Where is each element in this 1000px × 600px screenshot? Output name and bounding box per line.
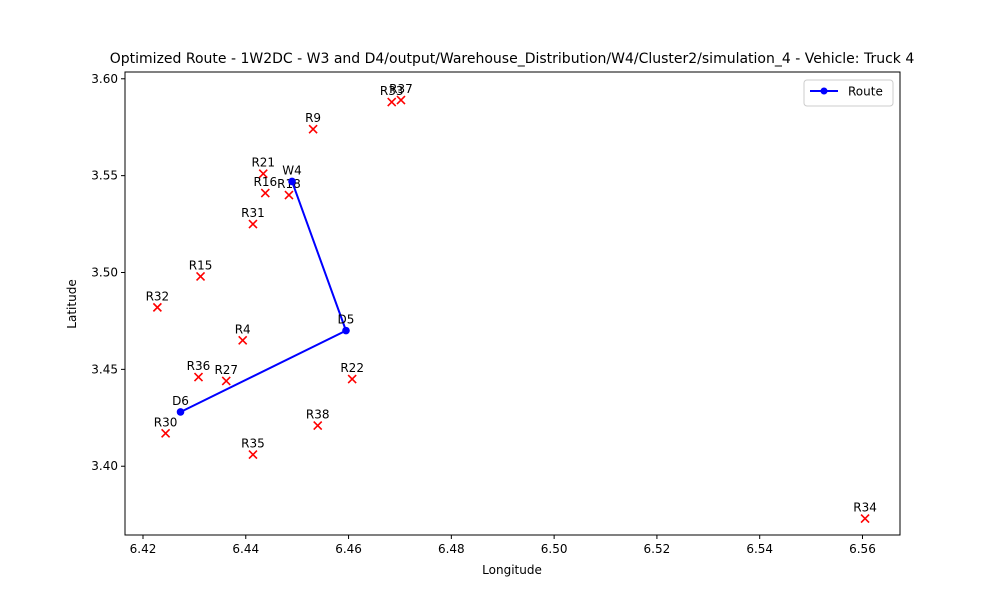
route-point-label: W4 (282, 163, 302, 177)
retailer-label: R22 (340, 361, 364, 375)
legend: Route (803, 79, 894, 107)
retailer-label: R27 (214, 363, 238, 377)
route-marker (288, 177, 296, 186)
x-axis: 6.42 6.44 6.46 6.48 6.50 6.52 6.54 6.56 (130, 535, 876, 556)
retailer-marker (387, 97, 397, 107)
retailer-label: R35 (241, 437, 265, 451)
retailer-label: R9 (305, 111, 321, 125)
retailer-label: R32 (146, 289, 170, 303)
x-tick-label: 6.50 (541, 542, 568, 556)
route-point-label: D6 (172, 394, 189, 408)
retailer-label: R36 (187, 359, 211, 373)
y-tick-label: 3.45 (91, 362, 118, 376)
retailer-label: R33 (380, 84, 404, 98)
retailer-marker (238, 335, 248, 345)
x-tick-label: 6.54 (746, 542, 773, 556)
retailer-label: R21 (251, 156, 275, 170)
retailer-label: R30 (154, 415, 178, 429)
y-tick-label: 3.60 (91, 72, 118, 86)
retailer-label: R16 (253, 175, 277, 189)
retailer-label: R38 (306, 408, 330, 422)
x-tick-label: 6.52 (644, 542, 671, 556)
retailer-marker (248, 450, 258, 460)
x-tick-label: 6.56 (849, 542, 876, 556)
retailer-marker (195, 271, 206, 281)
route-series: W4 D5 D6 (172, 163, 355, 416)
legend-route-marker (820, 87, 828, 95)
x-tick-label: 6.44 (232, 542, 259, 556)
retailer-markers (152, 95, 870, 524)
retailer-marker (193, 372, 204, 382)
retailer-marker (308, 124, 318, 134)
retailer-label: R31 (241, 206, 265, 220)
retailer-marker (248, 219, 258, 229)
retailer-label: R34 (853, 501, 877, 515)
route-marker (176, 408, 185, 416)
retailer-marker (260, 188, 270, 198)
route-marker (342, 326, 350, 335)
y-tick-label: 3.40 (91, 459, 118, 473)
legend-box (803, 79, 894, 107)
y-tick-label: 3.55 (91, 169, 118, 183)
retailer-marker (221, 376, 231, 386)
legend-route-label: Route (848, 85, 883, 99)
retailer-label: R4 (235, 322, 251, 336)
retailer-marker (258, 169, 268, 179)
retailer-marker (313, 420, 323, 431)
retailer-marker (860, 513, 870, 524)
retailer-label: R15 (189, 258, 213, 272)
x-tick-label: 6.42 (130, 542, 157, 556)
retailer-label: R18 (277, 177, 301, 191)
retailer-marker (396, 95, 406, 105)
y-tick-label: 3.50 (91, 266, 118, 280)
x-tick-label: 6.48 (438, 542, 465, 556)
x-axis-label: Longitude (482, 563, 542, 577)
route-point-label: D5 (338, 313, 355, 327)
retailer-marker (347, 374, 357, 384)
x-tick-label: 6.46 (335, 542, 362, 556)
chart-title: Optimized Route - 1W2DC - W3 and D4/outp… (110, 51, 915, 67)
plot-frame (124, 71, 901, 536)
y-axis: 3.40 3.45 3.50 3.55 3.60 (91, 72, 125, 473)
retailer-label: R37 (389, 82, 413, 96)
retailer-marker (284, 190, 294, 200)
retailer-marker (152, 302, 162, 312)
retailer-marker (161, 428, 171, 438)
y-axis-label: Latitude (65, 279, 79, 328)
